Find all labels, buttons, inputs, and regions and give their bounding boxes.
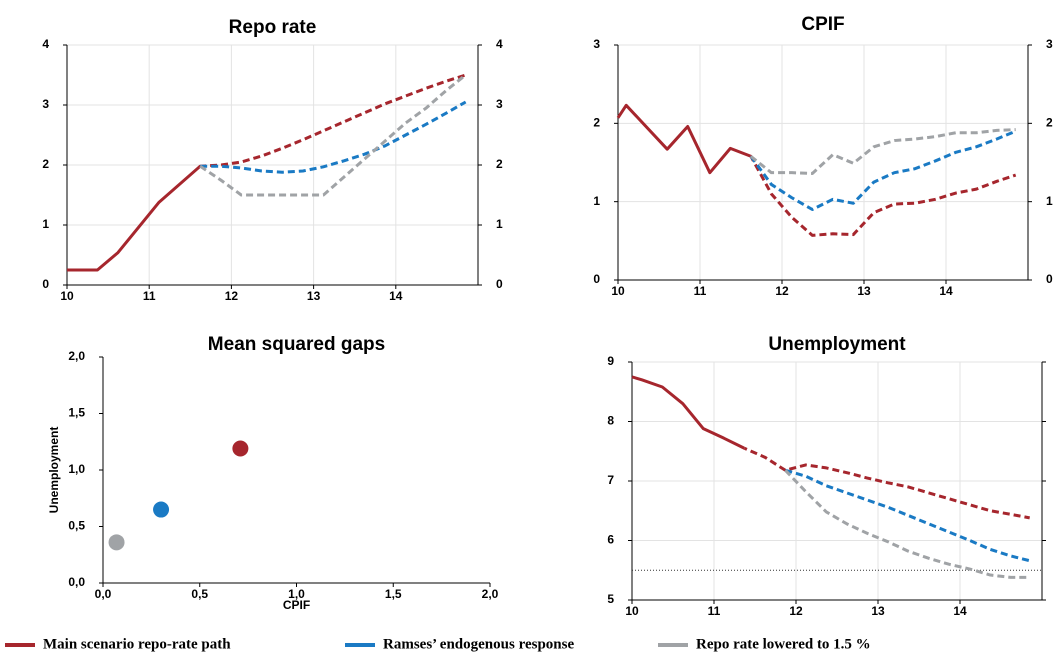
- y-tick-label: 1: [42, 217, 49, 231]
- series-line-forecast: [750, 129, 1017, 211]
- y-tick-label: 3: [496, 97, 503, 111]
- series-line: [631, 375, 745, 450]
- y-tick-label: 1,5: [68, 406, 85, 420]
- series-line: [616, 103, 751, 175]
- series-line: [200, 164, 201, 168]
- y-tick-label: 3: [593, 37, 600, 51]
- y-tick-label: 1: [593, 194, 600, 208]
- y-tick-label: 1: [496, 217, 503, 231]
- y-tick-label: 1: [1046, 194, 1053, 208]
- y-tick-label: 2: [42, 157, 49, 171]
- x-tick-label: 0,5: [191, 587, 208, 601]
- x-tick-label: 11: [708, 604, 721, 618]
- x-tick-label: 12: [225, 289, 239, 303]
- series-line-forecast: [200, 73, 467, 197]
- y-tick-label: 4: [42, 37, 49, 51]
- y-tick-label: 7: [607, 473, 614, 487]
- chart-title: Repo rate: [229, 17, 317, 38]
- x-tick-label: 12: [775, 284, 789, 298]
- x-tick-label: 13: [857, 284, 871, 298]
- y-tick-label: 1,0: [68, 462, 85, 476]
- y-tick-label: 9: [607, 354, 614, 368]
- chart-title: Unemployment: [768, 334, 906, 355]
- x-tick-label: 10: [611, 284, 625, 298]
- x-tick-label: 11: [143, 289, 156, 303]
- scatter-point: [153, 501, 170, 518]
- y-tick-label: 0: [593, 272, 600, 286]
- x-tick-label: 0,0: [95, 587, 112, 601]
- y-tick-label: 4: [496, 37, 503, 51]
- series-line-forecast: [200, 100, 467, 174]
- x-tick-label: 13: [871, 604, 885, 618]
- series-line: [67, 164, 201, 272]
- series-line-forecast: [200, 73, 467, 169]
- x-axis-label: CPIF: [283, 598, 310, 612]
- x-tick-label: 11: [694, 284, 707, 298]
- y-tick-label: 2,0: [68, 349, 85, 363]
- y-tick-label: 3: [42, 97, 49, 111]
- x-tick-label: 1,0: [288, 587, 305, 601]
- x-tick-label: 12: [789, 604, 803, 618]
- y-tick-label: 2: [593, 116, 600, 130]
- series-line-forecast: [784, 468, 1031, 563]
- chart-title: CPIF: [801, 14, 844, 35]
- x-tick-label: 1,5: [385, 587, 402, 601]
- y-tick-label: 2: [496, 157, 503, 171]
- x-tick-label: 14: [953, 604, 967, 618]
- y-tick-label: 0,0: [68, 575, 85, 589]
- y-tick-label: 3: [1046, 37, 1053, 51]
- y-tick-label: 0: [496, 277, 503, 291]
- y-tick-label: 0,5: [68, 519, 85, 533]
- series-line: [199, 166, 201, 169]
- x-tick-label: 10: [60, 289, 74, 303]
- series-line-forecast: [750, 154, 1017, 237]
- legend-label: Main scenario repo-rate path: [43, 636, 231, 652]
- series-line-forecast: [744, 446, 1030, 520]
- x-tick-label: 13: [307, 289, 321, 303]
- series-line: [749, 156, 751, 159]
- series-line-forecast: [750, 128, 1016, 175]
- series-line-forecast: [784, 469, 1030, 579]
- chart-title: Mean squared gaps: [208, 334, 385, 355]
- x-tick-label: 10: [625, 604, 639, 618]
- legend-label: Repo rate lowered to 1.5 %: [696, 636, 871, 652]
- y-tick-label: 0: [1046, 272, 1053, 286]
- y-tick-label: 5: [607, 592, 614, 606]
- legend-label: Ramses’ endogenous response: [383, 636, 574, 652]
- scatter-point: [108, 534, 125, 551]
- y-tick-label: 8: [607, 414, 614, 428]
- y-axis-label: Unemployment: [47, 427, 61, 514]
- y-tick-label: 0: [42, 277, 49, 291]
- y-tick-label: 2: [1046, 116, 1053, 130]
- y-tick-label: 6: [607, 533, 614, 547]
- scatter-point: [232, 440, 249, 457]
- x-tick-label: 14: [939, 284, 953, 298]
- x-tick-label: 14: [389, 289, 403, 303]
- x-tick-label: 2,0: [482, 587, 499, 601]
